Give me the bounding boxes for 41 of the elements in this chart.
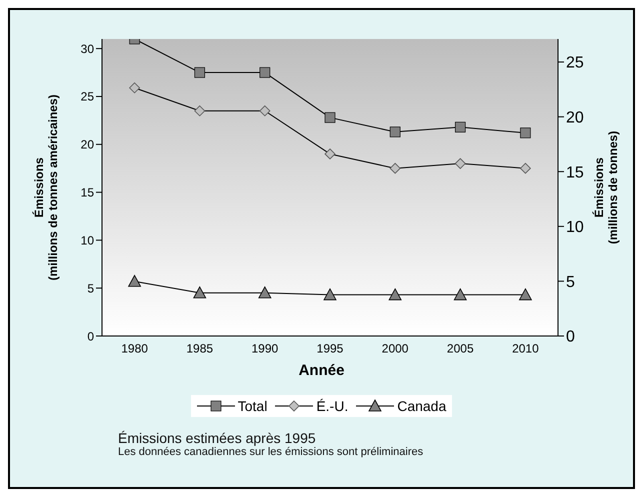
y-tick-label: 5 bbox=[87, 281, 94, 296]
y-tick-label: 20 bbox=[80, 138, 94, 152]
x-tick-label: 1990 bbox=[252, 342, 279, 356]
y2-axis-title: Émissions (millions de tonnes) bbox=[592, 130, 620, 244]
y-tick-label: 15 bbox=[80, 186, 94, 200]
point bbox=[454, 288, 467, 300]
point bbox=[454, 122, 466, 132]
x-tick-label: 1985 bbox=[186, 342, 214, 356]
point bbox=[520, 128, 531, 138]
x-tick-label: 1980 bbox=[121, 342, 148, 356]
x-tick-label: 2000 bbox=[382, 342, 409, 356]
legend-label: Canada bbox=[397, 398, 446, 414]
y2-tick-label: 20 bbox=[566, 109, 584, 126]
y2-tick-label: 0 bbox=[566, 328, 575, 346]
y2-tick-label: 5 bbox=[566, 274, 575, 291]
x-tick-label: 2010 bbox=[512, 342, 540, 356]
text: Les données canadiennes sur les émissions sont préliminaires bbox=[118, 446, 424, 458]
x-axis-title: Année bbox=[298, 362, 346, 379]
x-tick-label: 2005 bbox=[446, 342, 474, 356]
y2-tick-label: 10 bbox=[566, 219, 584, 236]
point bbox=[128, 274, 141, 287]
point bbox=[194, 67, 206, 78]
point bbox=[519, 288, 532, 300]
y2-tick-label: 25 bbox=[566, 54, 584, 72]
text: Émissions estimées après 1995 bbox=[118, 430, 317, 446]
y-tick-label: 10 bbox=[80, 233, 94, 248]
point bbox=[390, 126, 400, 138]
y-axis-title: Émissions (millions de tonnes américaines) bbox=[32, 94, 60, 281]
y-tick-label: 25 bbox=[80, 90, 94, 104]
point bbox=[260, 67, 270, 78]
point bbox=[324, 288, 336, 300]
y-tick-label: 0 bbox=[87, 329, 94, 344]
y-tick-label: 30 bbox=[80, 42, 94, 56]
x-tick-label: 1995 bbox=[316, 342, 344, 356]
point bbox=[193, 286, 206, 298]
point bbox=[258, 286, 272, 298]
point bbox=[388, 288, 402, 300]
y2-tick-label: 15 bbox=[566, 164, 584, 182]
legend-label: É.-U. bbox=[316, 398, 348, 414]
legend-label: Total bbox=[238, 398, 268, 414]
point bbox=[324, 112, 336, 123]
